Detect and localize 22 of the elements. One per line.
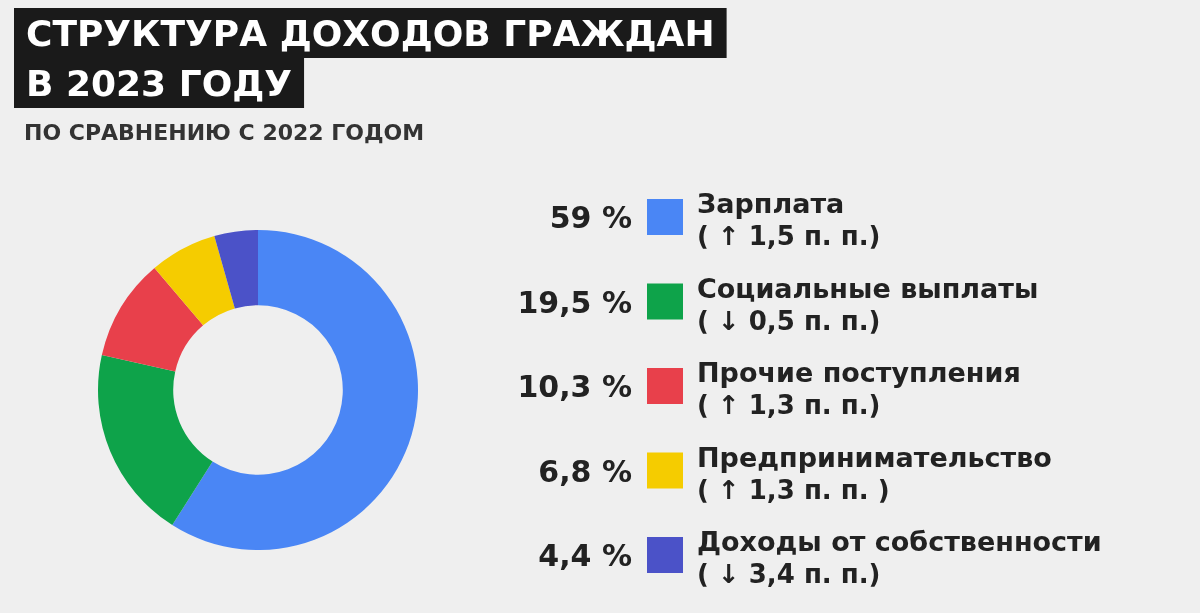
text: ( ↑ 1,3 п. п. ) <box>697 474 890 505</box>
legend-label: Предпринимательство <box>697 441 1052 473</box>
legend-label: Прочие поступления <box>697 357 1021 388</box>
donut-slice <box>154 236 235 326</box>
data-label: 19,5 % <box>517 284 632 320</box>
legend-label: Доходы от собственности <box>697 526 1102 557</box>
chart-subtitle: ПО СРАВНЕНИЮ С 2022 ГОДОМ <box>24 120 425 145</box>
legend-label: Социальные выплаты <box>697 272 1039 304</box>
data-label: 59 % <box>549 200 632 235</box>
donut-slice <box>98 355 213 526</box>
text: ( ↑ 1,3 п. п.) <box>697 390 881 420</box>
donut-slice <box>214 230 258 309</box>
chart-title: СТРУКТУРА ДОХОДОВ ГРАЖДАН В 2023 ГОДУ <box>26 13 715 104</box>
donut-slice <box>101 268 204 372</box>
text: ( ↓ 3,4 п. п.) <box>697 559 881 589</box>
data-label: 4,4 % <box>538 538 632 573</box>
text: ( ↓ 0,5 п. п.) <box>697 305 881 336</box>
text: ( ↑ 1,5 п. п.) <box>697 221 881 251</box>
data-label: 10,3 % <box>517 369 632 404</box>
donut-slice <box>172 230 418 550</box>
data-label: 6,8 % <box>538 453 632 489</box>
legend-label: Зарплата <box>697 188 845 219</box>
